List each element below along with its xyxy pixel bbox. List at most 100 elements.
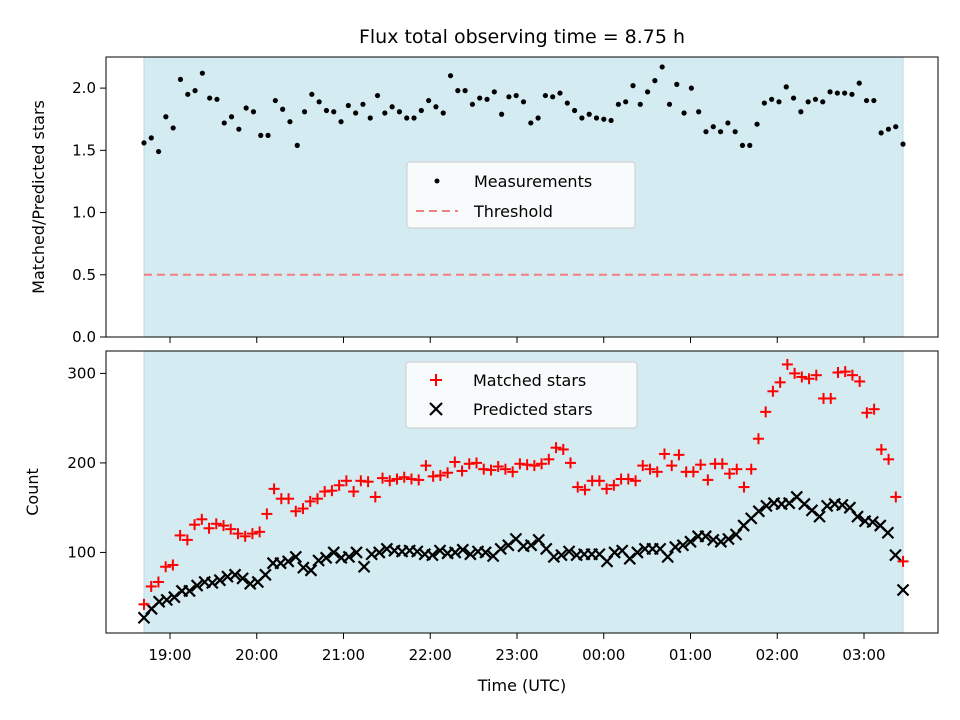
predicted-star-point [752, 504, 766, 518]
matched-star-point [557, 443, 569, 455]
predicted-star-point [259, 568, 272, 582]
measurement-point [703, 129, 709, 135]
legend-predicted-label: Predicted stars [473, 400, 593, 419]
matched-star-point [702, 474, 714, 486]
measurement-point [404, 115, 410, 121]
matched-star-point [420, 460, 432, 472]
matched-star-point [528, 460, 540, 472]
measurement-point [593, 115, 600, 121]
matched-star-point [333, 479, 345, 491]
measurement-point [499, 111, 505, 117]
measurement-point [769, 96, 775, 102]
predicted-star-point [289, 550, 303, 564]
measurement-point [710, 124, 716, 130]
bottom-panel: 100 200 300 19:00 20:00 21:00 22:00 23:00 00:00… [23, 350, 939, 695]
measurement-point [426, 97, 432, 104]
matched-star-point [854, 375, 866, 387]
matched-star-point [608, 479, 620, 491]
measurement-point [353, 110, 359, 116]
measurement-point [338, 119, 344, 125]
matched-star-point [290, 505, 302, 517]
measurement-point [287, 119, 293, 125]
measurement-point [294, 142, 300, 148]
measurement-point [155, 148, 162, 155]
predicted-star-point [410, 545, 424, 558]
matched-star-point [564, 457, 576, 469]
predicted-star-point [464, 547, 477, 561]
predicted-star-point [297, 561, 310, 574]
measurement-point [550, 94, 556, 100]
measurement-point [790, 95, 797, 101]
measurement-point [725, 120, 731, 126]
predicted-star-point [889, 548, 902, 562]
matched-star-point [499, 463, 511, 475]
measurement-point [696, 109, 702, 115]
matched-star-point [622, 473, 634, 485]
matched-star-point [658, 448, 670, 460]
measurement-point [440, 110, 446, 116]
top-y-tick-label: 1.0 [72, 204, 96, 222]
measurement-point [491, 89, 497, 95]
measurement-point [309, 91, 315, 97]
matched-star-point [651, 466, 663, 478]
measurement-point [608, 117, 614, 124]
bottom-y-tick-label: 200 [67, 454, 96, 472]
measurement-point [586, 111, 592, 117]
matched-star-point [673, 449, 685, 461]
measurement-point [849, 91, 855, 97]
matched-star-point [152, 576, 164, 588]
matched-star-point [283, 493, 295, 505]
matched-star-point [377, 472, 389, 484]
measurement-point [382, 110, 388, 116]
predicted-star-point [714, 535, 728, 548]
x-tick-label: 02:00 [756, 646, 799, 664]
matched-star-point [745, 463, 757, 475]
measurement-point [842, 90, 848, 96]
top-y-axis: 0.0 0.5 1.0 1.5 2.0 [72, 79, 106, 346]
top-y-axis-label: Matched/Predicted stars [29, 100, 48, 294]
measurement-point [834, 90, 840, 96]
x-tick-label: 21:00 [322, 646, 365, 664]
matched-star-point [311, 493, 323, 505]
x-tick-label: 03:00 [842, 646, 885, 664]
matched-stars-points [138, 358, 909, 610]
measurement-point [484, 96, 490, 102]
matched-star-point [434, 469, 446, 481]
measurement-point [228, 114, 235, 120]
predicted-star-point [281, 555, 295, 568]
x-tick-label: 23:00 [495, 646, 538, 664]
measurement-point [396, 109, 403, 115]
predicted-star-point [357, 560, 371, 574]
measurement-point [644, 89, 651, 95]
predicted-star-point [319, 551, 333, 565]
measurement-point [477, 95, 483, 101]
matched-star-point [167, 559, 179, 571]
measurement-point [221, 120, 227, 126]
measurement-point [652, 78, 658, 84]
predicted-star-point [183, 584, 196, 598]
matched-star-point [246, 528, 258, 540]
predicted-star-point [676, 538, 690, 552]
matched-star-point [369, 491, 381, 503]
measurement-point [681, 110, 687, 116]
matched-star-point [716, 458, 728, 470]
measurement-point [214, 96, 220, 102]
matched-star-point [550, 442, 562, 454]
matched-star-point [875, 443, 887, 455]
matched-star-point [181, 534, 193, 546]
top-y-tick-label: 2.0 [72, 79, 96, 97]
matched-star-point [196, 513, 208, 525]
top-y-tick-label: 0.0 [72, 328, 96, 346]
matched-star-point [304, 495, 316, 507]
measurement-point [630, 83, 636, 89]
legend-measurements-label: Measurements [474, 172, 592, 191]
matched-star-point [543, 453, 555, 465]
predicted-star-point [661, 550, 675, 564]
predicted-star-point [479, 546, 492, 559]
top-legend: Measurements Threshold [406, 161, 636, 229]
measurement-point [265, 132, 271, 138]
predicted-star-point [813, 510, 826, 523]
matched-star-point [593, 475, 605, 487]
chart-title: Flux total observing time = 8.75 h [359, 26, 685, 48]
